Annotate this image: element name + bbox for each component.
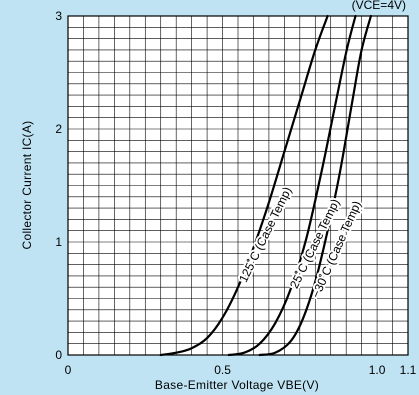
curve-125c [159,14,329,357]
x-tick-label: 1.1 [400,363,417,377]
x-tick-label: 0.5 [214,363,231,377]
x-axis-title: Base-Emitter Voltage VBE(V) [155,378,319,392]
x-tick-label: 1.0 [369,363,386,377]
y-tick-label: 2 [55,122,62,136]
curves [159,14,372,357]
x-tick-labels: 0 0.5 1.0 1.1 [65,363,417,377]
curve-25c [227,14,357,357]
grid [68,16,408,355]
x-tick-label: 0 [65,363,72,377]
curve-minus30c [258,14,372,357]
y-tick-labels: 0 1 2 3 [55,9,62,362]
condition-label: (VCE=4V) [352,0,406,12]
y-axis-title: Collector Current IC(A) [20,121,34,250]
y-tick-label: 0 [55,348,62,362]
y-tick-label: 1 [55,235,62,249]
y-tick-label: 3 [55,9,62,23]
